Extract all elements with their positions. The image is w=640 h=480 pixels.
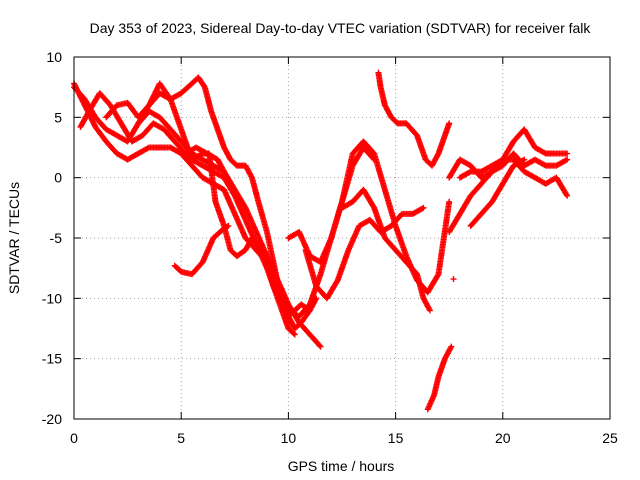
data-point-marker [370, 203, 377, 210]
x-tick-label: 10 [281, 430, 297, 446]
data-point-marker [316, 342, 323, 349]
y-tick-label: -5 [50, 230, 63, 246]
data-point-marker [291, 331, 298, 338]
x-tick-label: 20 [495, 430, 511, 446]
data-point-marker [317, 343, 324, 350]
data-point-marker [446, 120, 453, 127]
data-point-marker [564, 150, 571, 157]
data-point-marker [564, 156, 571, 163]
data-point-marker [450, 276, 457, 283]
data-point-marker [221, 168, 228, 175]
data-point-marker [333, 278, 340, 285]
data-point-marker [564, 192, 571, 199]
data-point-marker [446, 198, 453, 205]
y-tick-label: 5 [54, 109, 62, 125]
y-tick-label: 10 [46, 49, 62, 65]
x-tick-label: 5 [177, 430, 185, 446]
chart-title: Day 353 of 2023, Sidereal Day-to-day VTE… [90, 20, 592, 36]
data-point-marker [290, 330, 297, 337]
data-point-marker [225, 222, 232, 229]
data-point-marker [563, 191, 570, 198]
data-points [71, 69, 571, 413]
y-tick-label: -10 [42, 290, 62, 306]
data-point-marker [420, 204, 427, 211]
x-tick-label: 25 [602, 430, 618, 446]
data-point-marker [434, 272, 441, 279]
y-tick-label: -15 [42, 351, 62, 367]
data-point-marker [521, 156, 528, 163]
x-axis-label: GPS time / hours [288, 458, 395, 474]
x-tick-label: 0 [70, 430, 78, 446]
y-axis-label: SDTVAR / TECUs [6, 182, 22, 294]
data-point-marker [200, 82, 207, 89]
data-point-marker [448, 343, 455, 350]
y-tick-label: 0 [54, 170, 62, 186]
axis-ticks: 0 5 10 15 20 25 10 5 0 -5 -10 -15 -20 [42, 49, 618, 446]
x-tick-label: 15 [388, 430, 404, 446]
y-tick-label: -20 [42, 411, 62, 427]
data-point-marker [426, 307, 433, 314]
grid [74, 57, 610, 419]
